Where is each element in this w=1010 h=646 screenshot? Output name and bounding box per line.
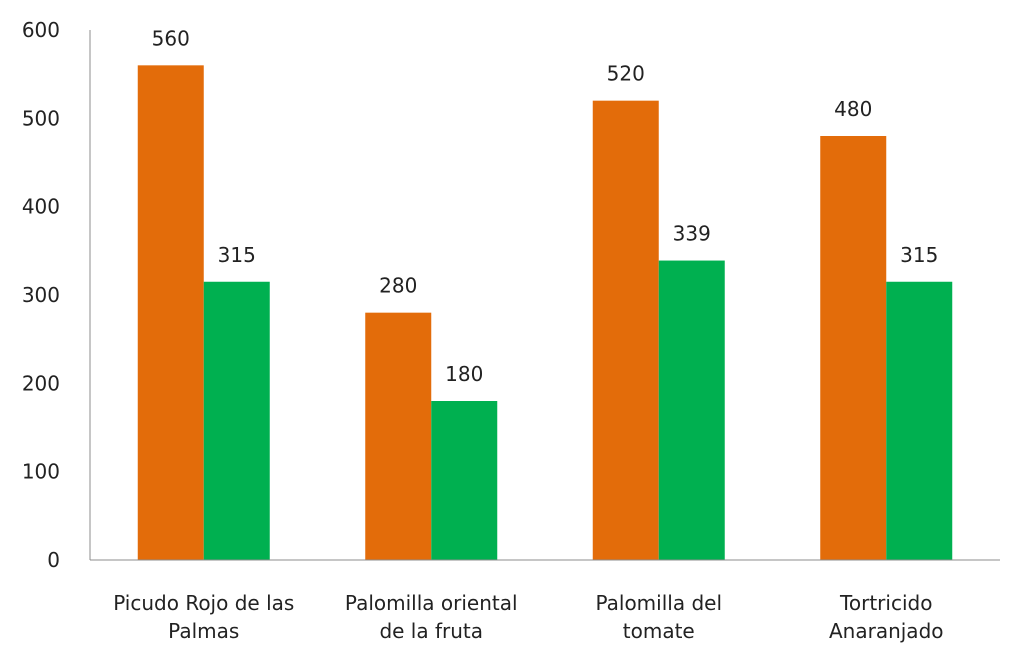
bar-value-label: 339	[673, 222, 711, 246]
bar-series-2	[658, 260, 725, 560]
bar-series-1	[820, 136, 887, 560]
y-tick-label: 600	[22, 18, 60, 42]
y-tick-label: 500	[22, 106, 60, 130]
bar-value-label: 480	[834, 97, 872, 121]
bar-series-2	[203, 281, 270, 560]
x-category-label: Picudo Rojo de las Palmas	[113, 591, 294, 643]
y-tick-label: 200	[22, 371, 60, 395]
y-tick-label: 0	[47, 548, 60, 572]
bar-value-label: 180	[445, 362, 483, 386]
x-category-label: Palomilla del tomate	[595, 591, 722, 643]
bar-value-label: 315	[218, 243, 256, 267]
x-axis-category-labels: Picudo Rojo de las Palmas Palomilla orient…	[113, 591, 943, 643]
bar-value-label: 315	[900, 243, 938, 267]
x-category-label: Tortricido Anaranjado	[829, 591, 944, 643]
bar-series-1	[365, 312, 432, 560]
bar-value-label: 280	[379, 274, 417, 298]
bar-series-1	[137, 65, 204, 560]
y-tick-label: 400	[22, 195, 60, 219]
bar-series-2	[431, 401, 498, 560]
y-tick-label: 100	[22, 460, 60, 484]
x-category-label: Palomilla oriental de la fruta	[345, 591, 518, 643]
y-tick-label: 300	[22, 283, 60, 307]
bar-series-2	[886, 281, 953, 560]
bar-series-1	[592, 100, 659, 561]
data-labels: 560 315 280 180 520 339 480 315	[152, 26, 939, 386]
bars	[137, 65, 953, 561]
bar-value-label: 560	[152, 26, 190, 50]
bar-value-label: 520	[607, 62, 645, 86]
y-axis-ticks: 0 100 200 300 400 500 600	[22, 18, 60, 572]
